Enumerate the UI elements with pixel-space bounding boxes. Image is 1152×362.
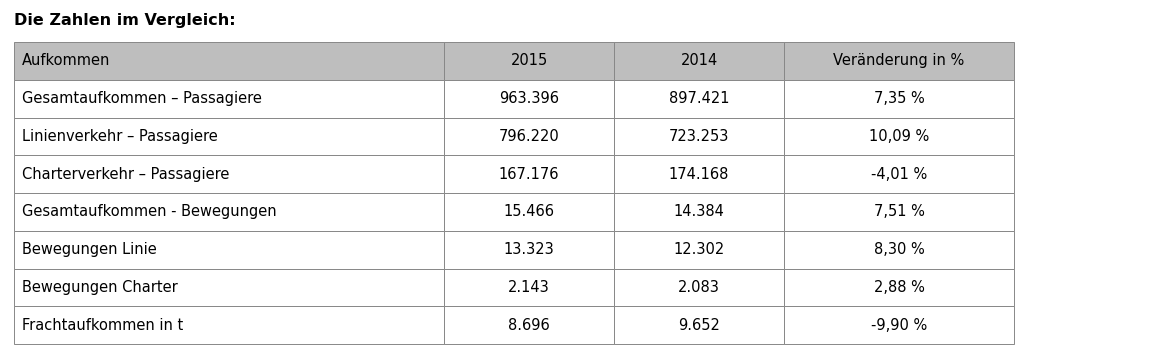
Text: Veränderung in %: Veränderung in % [833, 53, 964, 68]
Bar [14, 193, 444, 231]
Text: 2015: 2015 [510, 53, 547, 68]
Bar [14, 155, 444, 193]
Text: Gesamtaufkommen - Bewegungen: Gesamtaufkommen - Bewegungen [22, 205, 276, 219]
Text: 7,35 %: 7,35 % [873, 91, 924, 106]
Text: 174.168: 174.168 [669, 167, 729, 182]
Text: 723.253: 723.253 [669, 129, 729, 144]
Bar [444, 42, 614, 80]
Text: Linienverkehr – Passagiere: Linienverkehr – Passagiere [22, 129, 218, 144]
Text: 14.384: 14.384 [674, 205, 725, 219]
Text: 9.652: 9.652 [679, 317, 720, 333]
Bar [614, 306, 785, 344]
Bar [785, 118, 1014, 155]
Text: 8.696: 8.696 [508, 317, 550, 333]
Bar [785, 231, 1014, 269]
Bar [614, 42, 785, 80]
Text: Aufkommen: Aufkommen [22, 53, 111, 68]
Bar [614, 155, 785, 193]
Bar [14, 118, 444, 155]
Text: 897.421: 897.421 [669, 91, 729, 106]
Text: Bewegungen Linie: Bewegungen Linie [22, 242, 157, 257]
Bar [444, 80, 614, 118]
Text: 10,09 %: 10,09 % [869, 129, 930, 144]
Text: 7,51 %: 7,51 % [873, 205, 924, 219]
Text: -4,01 %: -4,01 % [871, 167, 927, 182]
Text: 12.302: 12.302 [674, 242, 725, 257]
Text: 796.220: 796.220 [499, 129, 560, 144]
Bar [14, 231, 444, 269]
Bar [785, 42, 1014, 80]
Bar [785, 193, 1014, 231]
Text: 2.143: 2.143 [508, 280, 550, 295]
Bar [444, 231, 614, 269]
Text: Die Zahlen im Vergleich:: Die Zahlen im Vergleich: [14, 13, 236, 28]
Bar [785, 306, 1014, 344]
Text: 2014: 2014 [681, 53, 718, 68]
Bar [614, 118, 785, 155]
Bar [614, 193, 785, 231]
Bar [444, 269, 614, 306]
Bar [444, 306, 614, 344]
Bar [785, 155, 1014, 193]
Text: 13.323: 13.323 [503, 242, 554, 257]
Bar [614, 80, 785, 118]
Text: 167.176: 167.176 [499, 167, 559, 182]
Text: Bewegungen Charter: Bewegungen Charter [22, 280, 177, 295]
Bar [14, 80, 444, 118]
Text: Gesamtaufkommen – Passagiere: Gesamtaufkommen – Passagiere [22, 91, 262, 106]
Text: 15.466: 15.466 [503, 205, 554, 219]
Text: 2.083: 2.083 [679, 280, 720, 295]
Bar [785, 269, 1014, 306]
Text: 2,88 %: 2,88 % [873, 280, 924, 295]
Bar [14, 269, 444, 306]
Text: 963.396: 963.396 [499, 91, 559, 106]
Bar [614, 269, 785, 306]
Bar [14, 306, 444, 344]
Text: -9,90 %: -9,90 % [871, 317, 927, 333]
Text: Frachtaufkommen in t: Frachtaufkommen in t [22, 317, 183, 333]
Bar [14, 42, 444, 80]
Bar [785, 80, 1014, 118]
Bar [444, 193, 614, 231]
Bar [444, 118, 614, 155]
Bar [444, 155, 614, 193]
Text: Charterverkehr – Passagiere: Charterverkehr – Passagiere [22, 167, 229, 182]
Bar [614, 231, 785, 269]
Text: 8,30 %: 8,30 % [873, 242, 924, 257]
